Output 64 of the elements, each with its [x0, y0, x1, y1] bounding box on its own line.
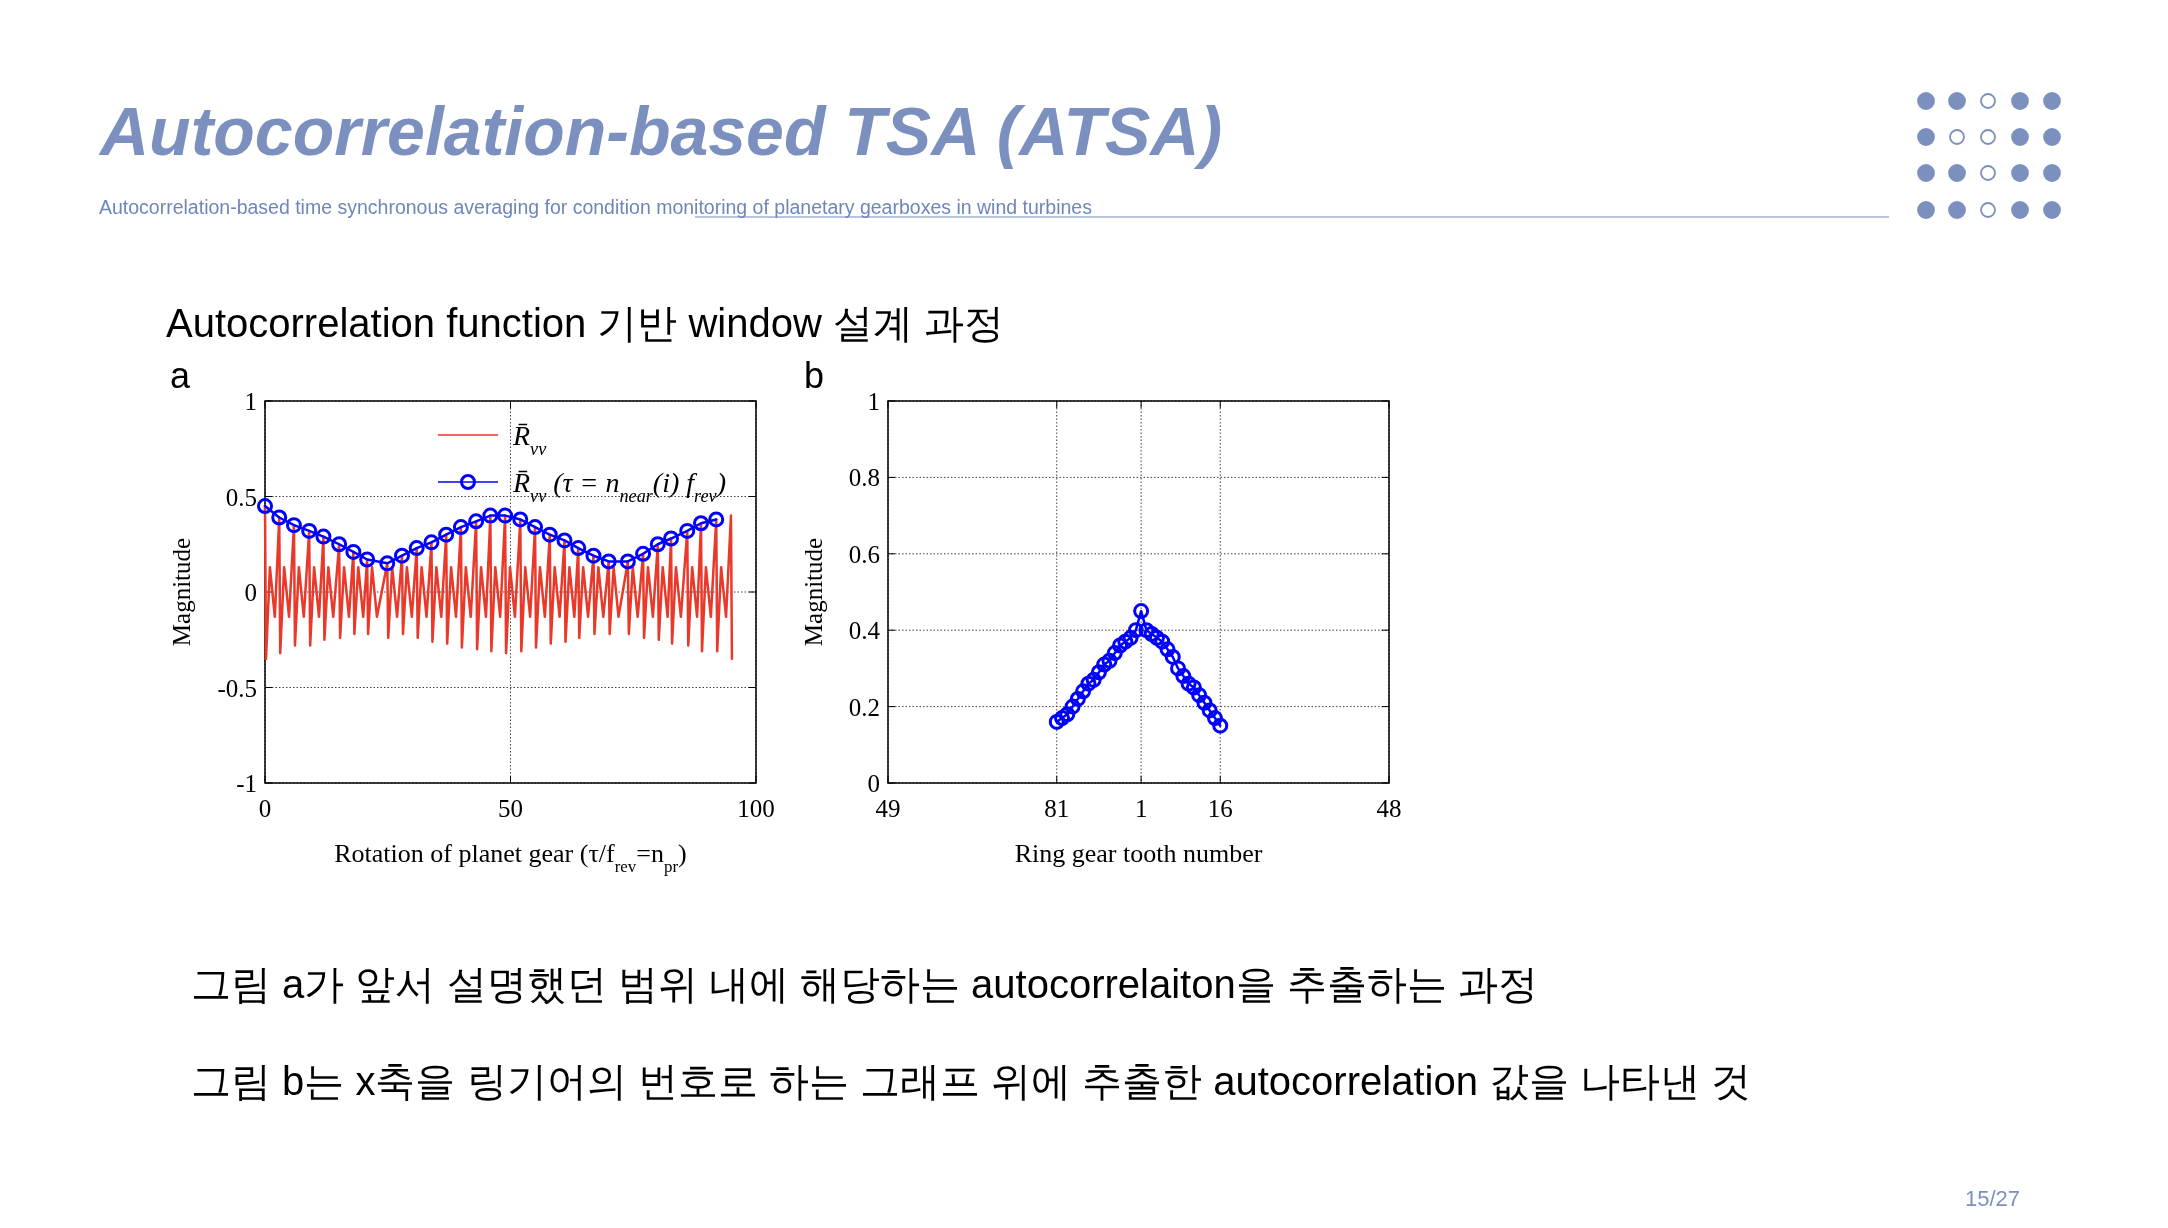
annotation: 그림 b는 x축을 링기어의 번호로 하는 그래프 위에 추출한 autocorrelation 값을 나타낸 것: [191, 1059, 1752, 1103]
x-tick: 48: [1376, 795, 1402, 822]
ylabel: Magnitude: [800, 537, 827, 647]
x-tick: 50: [498, 795, 523, 822]
point: [345, 543, 362, 560]
y-tick: 0.6: [848, 540, 880, 568]
y-tick: 0: [244, 579, 257, 606]
xlabel: Rotation of planet gear (τ/f$_{rev}$=n$_{pr}$): [334, 839, 687, 876]
x-tick: 100: [737, 795, 775, 822]
point: [393, 547, 410, 564]
annotation: Autocorrelation function 기반 window 설계 과정: [166, 301, 1005, 345]
point: [315, 528, 332, 545]
point: [423, 534, 440, 551]
y-tick: -1: [236, 770, 257, 797]
point: [379, 555, 396, 572]
point: [408, 540, 425, 557]
point: [452, 519, 469, 536]
point: [663, 530, 680, 547]
y-tick: 0.5: [225, 483, 257, 511]
annotation: b: [804, 355, 825, 396]
point: [285, 517, 302, 534]
point: [482, 507, 499, 524]
point: [635, 545, 652, 562]
point: [468, 513, 485, 530]
y-tick: 0: [867, 770, 880, 797]
point: [570, 540, 587, 557]
x-tick: 16: [1207, 795, 1233, 822]
annotation: 15/27: [1964, 1186, 2020, 1211]
y-tick: -0.5: [217, 674, 257, 702]
subtitle: Autocorrelation-based time synchronous averaging for condition monitoring of planetary gearboxes in wind turbines: [99, 196, 1092, 218]
annotation: a: [170, 355, 191, 396]
point: [619, 553, 636, 570]
point: [527, 519, 544, 536]
xlabel: Ring gear tooth number: [1014, 839, 1263, 868]
point: [708, 511, 725, 528]
point: [541, 526, 558, 543]
legend-label: R̄$_{vv}$: [512, 420, 548, 459]
point: [359, 551, 376, 568]
y-tick: 0.2: [848, 693, 880, 721]
point: [693, 515, 710, 532]
point: [301, 522, 318, 539]
point: [649, 536, 666, 553]
point: [271, 509, 288, 526]
y-tick: 1: [244, 388, 257, 415]
point: [438, 526, 455, 543]
point: [331, 536, 348, 553]
y-tick: 1: [867, 388, 880, 415]
point: [512, 511, 529, 528]
point: [585, 547, 602, 564]
x-tick: 49: [875, 795, 901, 822]
x-tick: 0: [258, 795, 272, 822]
point: [600, 553, 617, 570]
annotation: 그림 a가 앞서 설명했던 범위 내에 해당하는 autocorrelaiton을 추출하는 과정: [191, 962, 1538, 1006]
point: [556, 532, 573, 549]
y-tick: 0.4: [848, 617, 880, 645]
x-tick: 1: [1134, 795, 1148, 822]
point: [679, 522, 696, 539]
y-tick: 0.8: [848, 464, 880, 492]
legend-label: R̄$_{vv}$ (τ = n$_{near}$(i) f$_{rev}$): [512, 467, 726, 506]
point: [257, 498, 273, 515]
ylabel: Magnitude: [168, 537, 195, 647]
title: Autocorrelation-based TSA (ATSA): [100, 93, 1223, 169]
x-tick: 81: [1044, 795, 1070, 822]
point: [497, 507, 514, 524]
